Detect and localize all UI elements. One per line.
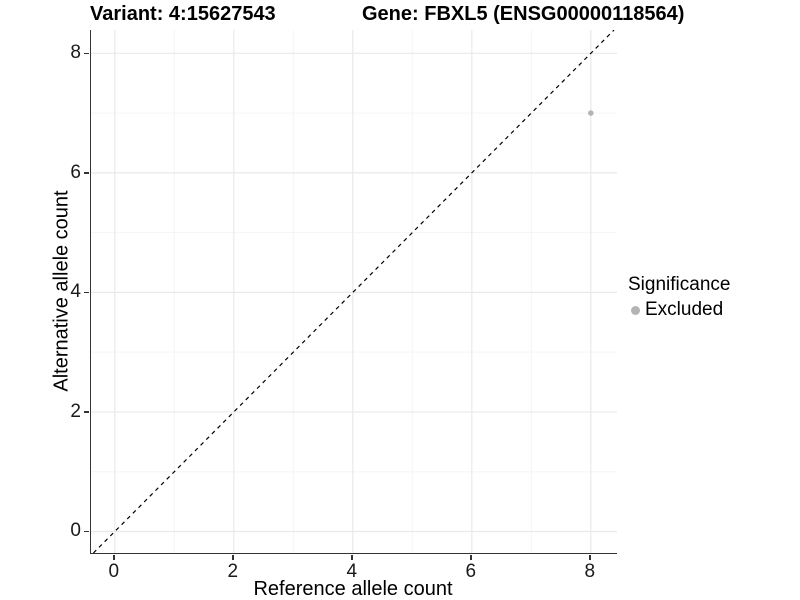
x-axis-tick: [113, 554, 115, 560]
x-axis-tick: [232, 554, 234, 560]
x-axis-tick: [470, 554, 472, 560]
x-axis-tick-label: 6: [465, 561, 477, 582]
y-axis-tick-label: 8: [70, 42, 81, 64]
plot-panel: [90, 30, 617, 554]
plot-title-gene: Gene: FBXL5 (ENSG00000118564): [362, 3, 685, 25]
y-axis-tick: [83, 411, 89, 413]
y-axis-tick-label: 6: [70, 161, 81, 183]
x-axis-tick: [589, 554, 591, 560]
y-axis-tick-label: 4: [70, 281, 81, 303]
x-axis-tick-label: 8: [584, 561, 596, 582]
y-axis-tick-label: 2: [70, 400, 81, 422]
y-axis-tick: [83, 530, 89, 533]
y-axis-tick-label: 0: [70, 520, 81, 542]
x-axis-tick-label: 2: [227, 561, 239, 582]
plot-area-svg: [91, 30, 617, 553]
x-axis-title: Reference allele count: [253, 578, 453, 600]
legend-title: Significance: [628, 274, 731, 295]
legend-item-excluded: Excluded: [628, 299, 730, 321]
legend-swatch-dot-icon: [631, 305, 640, 315]
y-axis-tick: [83, 291, 89, 294]
legend-item-label: Excluded: [645, 299, 724, 320]
x-axis-tick: [351, 554, 353, 560]
data-point-excluded: [588, 110, 594, 116]
identity-reference-line: [92, 30, 615, 553]
legend: Significance Excluded: [628, 274, 730, 321]
x-axis-tick-label: 0: [108, 561, 120, 582]
y-axis-tick: [83, 172, 89, 174]
x-axis-tick-label: 4: [346, 561, 358, 582]
y-axis-tick: [83, 52, 89, 55]
plot-title-variant: Variant: 4:15627543: [90, 3, 276, 25]
